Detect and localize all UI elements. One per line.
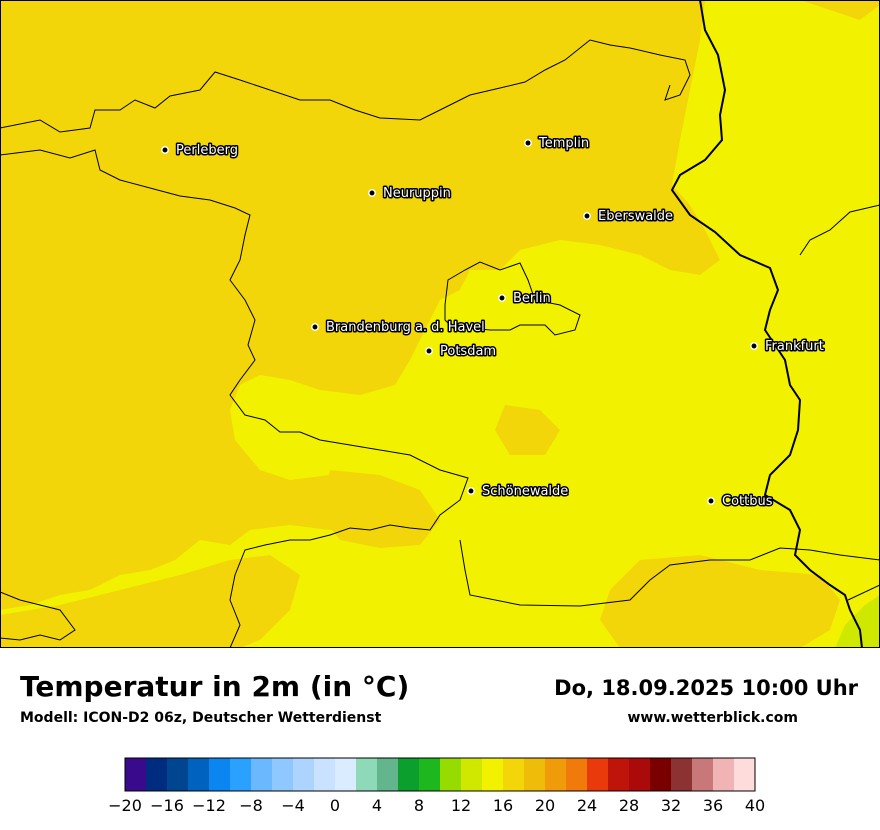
legend-color-box xyxy=(566,758,588,791)
state-border-south xyxy=(459,539,880,607)
map-title: Temperatur in 2m (in °C) xyxy=(20,670,410,703)
temp-field-14-16 xyxy=(835,595,880,648)
legend-color-boxes xyxy=(124,757,756,792)
region-border-east xyxy=(799,204,880,256)
legend-color-box xyxy=(440,758,462,791)
berlin-border xyxy=(444,261,581,336)
legend-color-box xyxy=(524,758,546,791)
legend-tick-label: −8 xyxy=(239,796,263,815)
city-marker xyxy=(750,342,758,350)
national-border-south xyxy=(847,584,880,601)
legend-tick-label: 32 xyxy=(661,796,681,815)
legend-tick-label: −4 xyxy=(281,796,305,815)
legend-color-box xyxy=(503,758,525,791)
legend-tick-label: 8 xyxy=(414,796,424,815)
city-label: Neuruppin xyxy=(383,186,451,201)
legend-tick-label: −20 xyxy=(108,796,142,815)
city-marker xyxy=(161,146,169,154)
legend-color-box xyxy=(167,758,189,791)
legend-color-box xyxy=(314,758,336,791)
legend-tick-label: 28 xyxy=(619,796,639,815)
city-label: Frankfurt xyxy=(765,339,824,354)
legend-color-box xyxy=(713,758,735,791)
legend-color-box xyxy=(650,758,672,791)
legend-color-box xyxy=(482,758,504,791)
legend-tick-label: −12 xyxy=(192,796,226,815)
legend-tick-label: 40 xyxy=(745,796,765,815)
city-label: Berlin xyxy=(513,291,551,306)
city-label: Perleberg xyxy=(176,143,238,158)
legend-color-box xyxy=(692,758,714,791)
state-border xyxy=(0,39,691,133)
legend-tick-label: 36 xyxy=(703,796,723,815)
cities-layer: Perleberg Templin Neuruppin Eberswalde Berli… xyxy=(161,135,825,511)
city-marker xyxy=(425,347,433,355)
legend-color-box xyxy=(734,758,756,791)
legend-color-box xyxy=(188,758,210,791)
city-label: Schönewalde xyxy=(482,484,568,499)
forecast-datetime: Do, 18.09.2025 10:00 Uhr xyxy=(554,676,858,700)
legend-color-box xyxy=(209,758,231,791)
legend-color-box xyxy=(608,758,630,791)
color-scale-legend: −20 −16 −12 −8 −4 0 4 8 12 16 20 24 28 32 36 40 xyxy=(108,757,765,815)
legend-color-box xyxy=(356,758,378,791)
model-info: Modell: ICON-D2 06z, Deutscher Wetterdie… xyxy=(20,710,382,726)
city-label: Brandenburg a. d. Havel xyxy=(326,320,485,335)
legend-tick-labels: −20 −16 −12 −8 −4 0 4 8 12 16 20 24 28 32 36 40 xyxy=(108,796,765,815)
legend-color-box xyxy=(251,758,273,791)
temperature-map: Perleberg Templin Neuruppin Eberswalde Berli… xyxy=(0,0,880,648)
legend-tick-label: 0 xyxy=(330,796,340,815)
state-border-west xyxy=(0,149,469,648)
city-marker xyxy=(524,139,532,147)
legend-color-box xyxy=(125,758,147,791)
legend-color-box xyxy=(146,758,168,791)
legend-color-box xyxy=(461,758,483,791)
legend-tick-label: 4 xyxy=(372,796,382,815)
website-link[interactable]: www.wetterblick.com xyxy=(627,710,799,726)
legend-color-box xyxy=(335,758,357,791)
city-label: Cottbus xyxy=(722,494,773,509)
legend-color-box xyxy=(230,758,252,791)
legend-tick-label: 24 xyxy=(577,796,597,815)
national-border xyxy=(670,0,863,648)
city-marker xyxy=(498,294,506,302)
state-border-sw xyxy=(0,591,76,641)
city-marker xyxy=(583,212,591,220)
city-marker xyxy=(368,189,376,197)
temp-patch-south xyxy=(600,555,840,648)
legend-color-box xyxy=(587,758,609,791)
legend-frame xyxy=(124,757,756,792)
legend-color-box xyxy=(398,758,420,791)
city-marker xyxy=(467,487,475,495)
legend-color-box xyxy=(629,758,651,791)
legend-color-box xyxy=(545,758,567,791)
legend-tick-label: 16 xyxy=(493,796,513,815)
temp-patch-southwest xyxy=(0,555,300,648)
legend-color-box xyxy=(272,758,294,791)
legend-color-box xyxy=(671,758,693,791)
legend-tick-label: −16 xyxy=(150,796,184,815)
city-label: Templin xyxy=(538,136,589,151)
temp-field-18-20 xyxy=(0,0,720,610)
city-marker xyxy=(311,323,319,331)
city-label: Eberswalde xyxy=(598,209,673,224)
temp-patch-middle xyxy=(495,405,560,455)
legend-tick-label: 20 xyxy=(535,796,555,815)
city-label: Potsdam xyxy=(440,344,496,359)
legend-tick-label: 12 xyxy=(451,796,471,815)
legend-color-box xyxy=(419,758,441,791)
legend-color-box xyxy=(377,758,399,791)
city-marker xyxy=(707,497,715,505)
temp-patch-east xyxy=(705,0,880,20)
legend-color-box xyxy=(293,758,315,791)
